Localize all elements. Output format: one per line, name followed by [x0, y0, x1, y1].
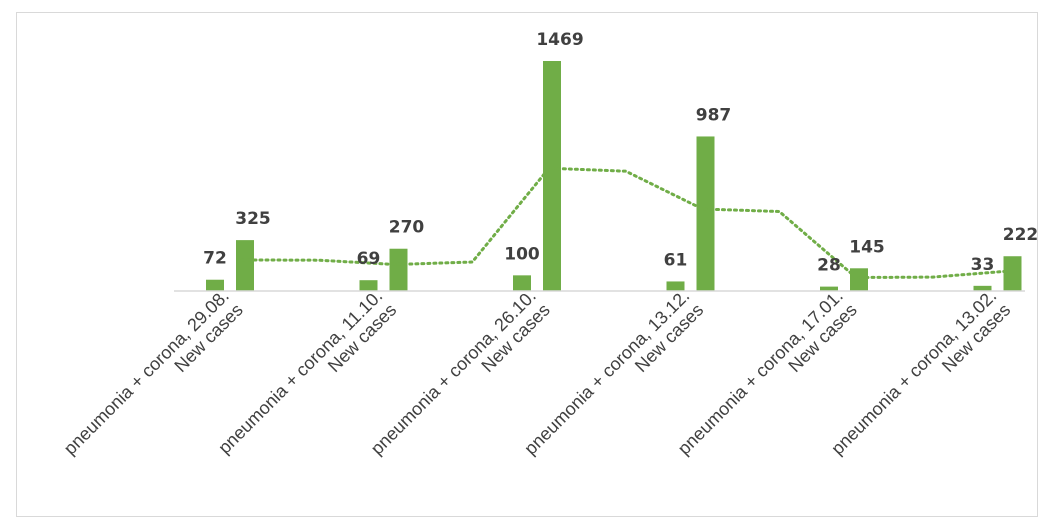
data-label-7: 987: [696, 105, 732, 125]
data-label-9: 145: [849, 237, 885, 257]
bar-11: [1003, 256, 1022, 291]
chart-frame: 72 325 69 270 100 1469 61 987 28 145 33 222 pneumon…: [16, 12, 1038, 517]
bar-3: [389, 248, 408, 291]
bar-8: [820, 286, 838, 291]
data-label-3: 270: [389, 218, 425, 238]
data-label-11: 222: [1003, 225, 1039, 245]
trendline: [240, 166, 1011, 280]
bar-6: [666, 281, 685, 291]
data-label-0: 72: [203, 249, 227, 269]
bar-7: [696, 136, 715, 291]
bar-0: [206, 279, 224, 291]
bar-10: [973, 285, 992, 291]
tick-label-series: pneumonia + corona, 29.08.: [60, 286, 233, 459]
data-label-10: 33: [971, 255, 995, 275]
bar-5: [543, 61, 561, 291]
bar-4: [513, 275, 531, 291]
bar-2: [359, 280, 378, 291]
data-label-4: 100: [504, 244, 540, 264]
chart-area: 72 325 69 270 100 1469 61 987 28 145 33 222 pneumon…: [60, 30, 1038, 459]
data-label-2: 69: [357, 249, 381, 269]
bar-9: [850, 268, 868, 291]
data-label-5: 1469: [536, 30, 583, 50]
tick-labels-layer: pneumonia + corona, 29.08.New casespneum…: [60, 286, 1015, 459]
data-labels-layer: 72 325 69 270 100 1469 61 987 28 145 33 222: [203, 30, 1038, 276]
bar-1: [236, 240, 254, 291]
data-label-8: 28: [817, 256, 841, 276]
data-label-1: 325: [235, 209, 271, 229]
bars-layer: [206, 61, 1022, 291]
data-label-6: 61: [664, 250, 688, 270]
